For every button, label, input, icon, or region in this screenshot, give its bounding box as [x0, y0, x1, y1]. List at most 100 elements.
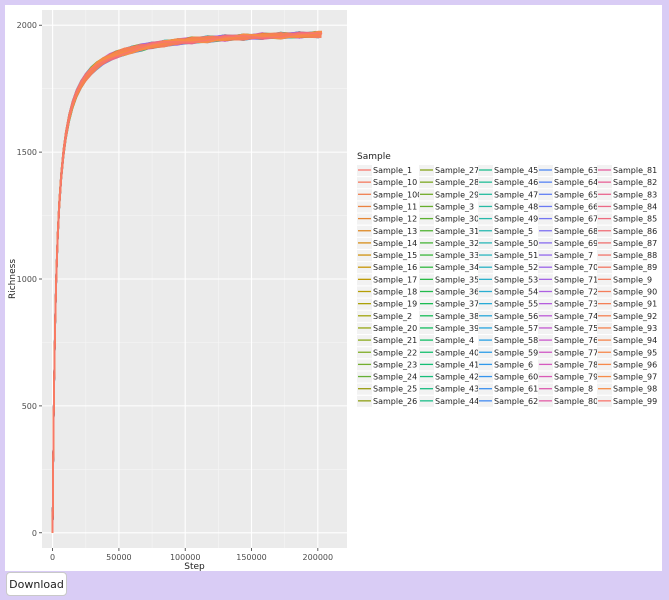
- legend-label: Sample_21: [373, 336, 417, 345]
- legend-label: Sample_57: [494, 324, 538, 333]
- legend-label: Sample_97: [613, 373, 657, 382]
- legend-item: Sample_59: [478, 347, 538, 359]
- legend-label: Sample_54: [494, 288, 538, 297]
- legend-item: Sample_97: [597, 371, 657, 383]
- legend-item: Sample_23: [357, 359, 417, 371]
- legend-item: Sample_78: [538, 359, 598, 371]
- legend-item: Sample_54: [478, 286, 538, 298]
- legend-label: Sample_24: [373, 373, 417, 382]
- legend-item: Sample_69: [538, 237, 598, 249]
- legend-item: Sample_99: [597, 395, 657, 407]
- legend-item: Sample_26: [357, 395, 417, 407]
- legend-label: Sample_13: [373, 227, 417, 236]
- legend-item: Sample_27: [419, 165, 479, 176]
- legend-item: Sample_10: [357, 177, 417, 189]
- legend-item: Sample_1: [357, 165, 412, 176]
- legend-item: Sample_58: [478, 335, 538, 347]
- legend-label: Sample_1: [373, 166, 412, 175]
- legend-label: Sample_27: [435, 166, 479, 175]
- legend-label: Sample_79: [554, 373, 598, 382]
- legend-item: Sample_14: [357, 237, 417, 249]
- legend-label: Sample_39: [435, 324, 479, 333]
- legend-label: Sample_60: [494, 373, 538, 382]
- legend-label: Sample_35: [435, 275, 479, 284]
- legend-label: Sample_25: [373, 385, 417, 394]
- legend-item: Sample_65: [538, 189, 598, 201]
- chart-panel: 0 50000 100000 150000 200000 0 500 1000 1500 2000…: [5, 5, 662, 571]
- y-tick-label: 2000: [17, 21, 37, 30]
- legend-label: Sample_84: [613, 202, 657, 211]
- legend-item: Sample_49: [478, 213, 538, 225]
- legend-label: Sample_100: [373, 190, 422, 199]
- legend-label: Sample_91: [613, 300, 657, 309]
- legend-item: Sample_29: [419, 189, 479, 201]
- legend-item: Sample_40: [419, 347, 479, 359]
- legend-item: Sample_72: [538, 286, 598, 298]
- legend-label: Sample_2: [373, 312, 412, 321]
- legend-label: Sample_14: [373, 239, 417, 248]
- legend-label: Sample_8: [554, 385, 593, 394]
- legend-item: Sample_83: [597, 189, 657, 201]
- legend-label: Sample_36: [435, 288, 479, 297]
- legend-item: Sample_56: [478, 310, 538, 322]
- legend-item: Sample_7: [538, 250, 593, 262]
- legend-item: Sample_89: [597, 262, 657, 274]
- legend-label: Sample_62: [494, 397, 538, 406]
- legend-item: Sample_53: [478, 274, 538, 286]
- legend-label: Sample_58: [494, 336, 538, 345]
- legend-item: Sample_92: [597, 310, 657, 322]
- legend-label: Sample_92: [613, 312, 657, 321]
- legend-label: Sample_93: [613, 324, 657, 333]
- legend-item: Sample_47: [478, 189, 538, 201]
- legend-item: Sample_4: [419, 335, 474, 347]
- legend-label: Sample_51: [494, 251, 538, 260]
- legend-label: Sample_73: [554, 300, 598, 309]
- legend-label: Sample_37: [435, 300, 479, 309]
- legend-label: Sample_30: [435, 215, 479, 224]
- legend: Sample Sample_1 Sample_10 Sample_100 Sample_…: [357, 152, 657, 407]
- legend-item: Sample_15: [357, 250, 417, 262]
- legend-label: Sample_85: [613, 215, 657, 224]
- legend-item: Sample_3: [419, 201, 474, 213]
- legend-item: Sample_57: [478, 322, 538, 334]
- legend-item: Sample_38: [419, 310, 479, 322]
- legend-label: Sample_75: [554, 324, 598, 333]
- x-tick-label: 0: [50, 553, 55, 562]
- legend-item: Sample_55: [478, 298, 538, 310]
- legend-label: Sample_19: [373, 300, 417, 309]
- legend-item: Sample_74: [538, 310, 598, 322]
- legend-label: Sample_65: [554, 190, 598, 199]
- legend-item: Sample_68: [538, 225, 598, 237]
- legend-item: Sample_5: [478, 225, 533, 237]
- download-button[interactable]: Download: [6, 572, 67, 596]
- legend-label: Sample_88: [613, 251, 657, 260]
- x-tick-label: 50000: [106, 553, 131, 562]
- legend-item: Sample_96: [597, 359, 657, 371]
- legend-label: Sample_98: [613, 385, 657, 394]
- legend-label: Sample_53: [494, 275, 538, 284]
- legend-item: Sample_85: [597, 213, 657, 225]
- legend-label: Sample_66: [554, 202, 598, 211]
- legend-label: Sample_28: [435, 178, 479, 187]
- legend-label: Sample_5: [494, 227, 533, 236]
- legend-label: Sample_59: [494, 348, 538, 357]
- legend-label: Sample_50: [494, 239, 538, 248]
- legend-item: Sample_39: [419, 322, 479, 334]
- legend-label: Sample_87: [613, 239, 657, 248]
- legend-item: Sample_34: [419, 262, 479, 274]
- legend-item: Sample_98: [597, 383, 657, 395]
- legend-item: Sample_45: [478, 165, 538, 176]
- legend-label: Sample_94: [613, 336, 657, 345]
- legend-label: Sample_26: [373, 397, 417, 406]
- legend-item: Sample_18: [357, 286, 417, 298]
- legend-item: Sample_20: [357, 322, 417, 334]
- legend-item: Sample_91: [597, 298, 657, 310]
- legend-item: Sample_24: [357, 371, 417, 383]
- legend-item: Sample_84: [597, 201, 657, 213]
- legend-item: Sample_31: [419, 225, 479, 237]
- legend-label: Sample_20: [373, 324, 417, 333]
- legend-item: Sample_32: [419, 237, 479, 249]
- rarefaction-chart: 0 50000 100000 150000 200000 0 500 1000 1500 2000…: [8, 10, 657, 571]
- legend-item: Sample_25: [357, 383, 417, 395]
- legend-label: Sample_23: [373, 360, 417, 369]
